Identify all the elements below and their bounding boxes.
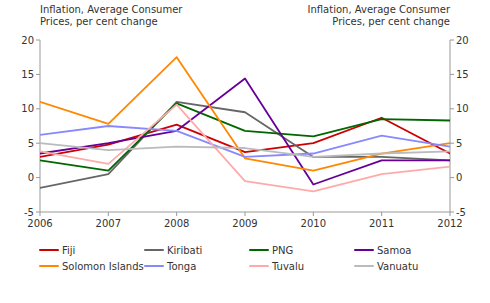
- x-tick: [176, 212, 177, 216]
- chart: -5 0 5 10 15 20 -5 0 5 10 15 20 2006 2007 2008 2009 2010…: [0, 0, 490, 303]
- legend-label: PNG: [272, 245, 293, 256]
- y2-tick: [450, 177, 454, 178]
- x-tick: [381, 212, 382, 216]
- y2-axis-label-line: Prices, per cent change: [332, 16, 450, 27]
- y-axis-label: Inflation, Average ConsumerPrices, per c…: [40, 4, 183, 27]
- y-tick: [36, 108, 40, 109]
- legend-swatch: [145, 265, 163, 267]
- y-tick: [36, 177, 40, 178]
- x-tick-label: 2010: [301, 218, 326, 229]
- y-tick: [36, 74, 40, 75]
- y-tick-label: 5: [28, 138, 34, 149]
- legend-swatch: [40, 265, 58, 267]
- y2-axis-label-line: Inflation, Average Consumer: [308, 4, 451, 15]
- y2-axis-line: [450, 40, 451, 212]
- x-tick-label: 2008: [164, 218, 189, 229]
- y2-tick-label: -5: [456, 207, 466, 218]
- legend-swatch: [355, 265, 373, 267]
- y2-tick-label: 0: [456, 172, 462, 183]
- legend-swatch: [145, 249, 163, 251]
- x-tick: [245, 212, 246, 216]
- series-line: [40, 126, 450, 157]
- legend-swatch: [40, 249, 58, 251]
- series-line: [40, 105, 450, 192]
- y-tick: [36, 40, 40, 41]
- legend-label: Tonga: [166, 261, 196, 272]
- series-line: [40, 79, 450, 185]
- legend-label: Fiji: [62, 245, 75, 256]
- x-tick-label: 2006: [27, 218, 52, 229]
- y2-tick: [450, 143, 454, 144]
- legend-label: Tuvalu: [271, 261, 304, 272]
- y-tick-label: 15: [21, 69, 34, 80]
- x-tick: [40, 212, 41, 216]
- x-tick: [108, 212, 109, 216]
- legend: Fiji Kiribati PNG Samoa Solomon Islands Tonga…: [40, 245, 418, 272]
- y2-tick-label: 15: [456, 69, 469, 80]
- y-axis-label-line: Inflation, Average Consumer: [40, 4, 183, 15]
- y2-tick-label: 10: [456, 103, 469, 114]
- y2-tick: [450, 40, 454, 41]
- plot-area: [40, 57, 450, 191]
- x-tick: [450, 212, 451, 216]
- y-tick-label: 0: [28, 172, 34, 183]
- x-tick-label: 2012: [437, 218, 462, 229]
- legend-label: Kiribati: [167, 245, 202, 256]
- y2-tick: [450, 108, 454, 109]
- y-axis-label-line: Prices, per cent change: [40, 16, 158, 27]
- y-tick: [36, 143, 40, 144]
- series-line: [40, 143, 450, 157]
- legend-label: Samoa: [377, 245, 411, 256]
- x-tick-label: 2011: [369, 218, 394, 229]
- y2-tick: [450, 74, 454, 75]
- y2-tick-label: 5: [456, 138, 462, 149]
- legend-label: Vanuatu: [377, 261, 418, 272]
- legend-swatch: [250, 265, 268, 267]
- series-line: [40, 118, 450, 157]
- y-tick: [36, 212, 40, 213]
- legend-label: Solomon Islands: [62, 261, 144, 272]
- series-line: [40, 57, 450, 171]
- legend-swatch: [355, 249, 373, 251]
- y2-tick: [450, 212, 454, 213]
- y-axis-line: [40, 40, 41, 212]
- y2-tick-label: 20: [456, 35, 469, 46]
- y2-axis-label: Inflation, Average ConsumerPrices, per c…: [308, 4, 451, 27]
- x-tick-label: 2009: [232, 218, 257, 229]
- x-tick-label: 2007: [96, 218, 121, 229]
- y-tick-label: 20: [21, 35, 34, 46]
- x-tick: [313, 212, 314, 216]
- legend-swatch: [250, 249, 268, 251]
- y-tick-label: -5: [24, 207, 34, 218]
- y-tick-label: 10: [21, 103, 34, 114]
